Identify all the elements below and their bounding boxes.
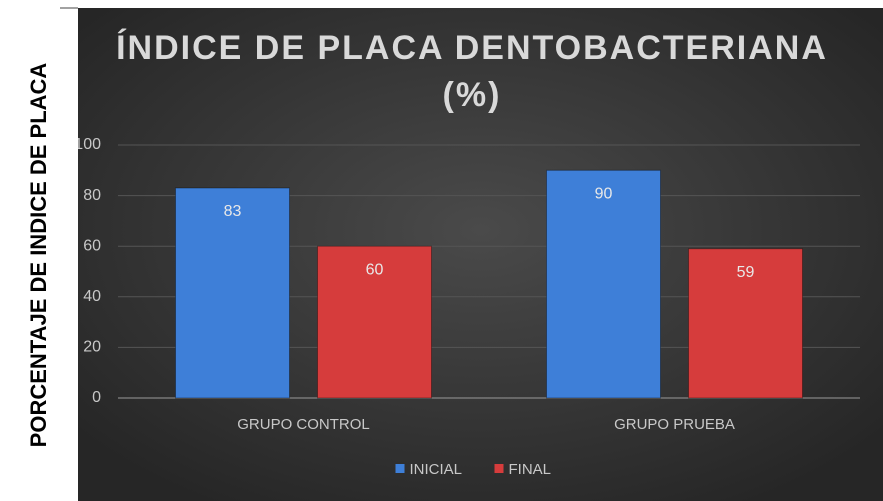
data-label: 83 — [224, 203, 242, 220]
bar — [175, 187, 290, 399]
legend-label: FINAL — [509, 461, 552, 478]
bar — [317, 245, 432, 399]
chart-title: ÍNDICE DE PLACA DENTOBACTERIANA — [116, 29, 828, 67]
y-tick-label: 0 — [92, 389, 101, 406]
y-axis-label: PORCENTAJE DE INDICE DE PLACA — [26, 63, 51, 448]
bar — [688, 248, 803, 399]
x-tick-label: GRUPO CONTROL — [237, 416, 370, 433]
bar — [546, 169, 661, 399]
y-tick-label: 20 — [83, 339, 101, 356]
plot: 0 20 40 60 80 100 GRUPO CONTROL 83 60 GRUPO PRUEB… — [74, 136, 860, 478]
data-label: 59 — [737, 264, 755, 281]
y-tick-label: 100 — [74, 136, 101, 153]
y-tick-label: 40 — [83, 288, 101, 305]
x-tick-label: GRUPO PRUEBA — [614, 416, 735, 433]
y-tick-label: 80 — [83, 187, 101, 204]
y-tick-label: 60 — [83, 237, 101, 254]
data-label: 90 — [595, 186, 613, 203]
legend-label: INICIAL — [410, 461, 463, 478]
legend-swatch — [494, 464, 504, 473]
legend-swatch — [395, 464, 405, 473]
data-label: 60 — [366, 261, 384, 278]
chart-title: (%) — [443, 76, 502, 114]
